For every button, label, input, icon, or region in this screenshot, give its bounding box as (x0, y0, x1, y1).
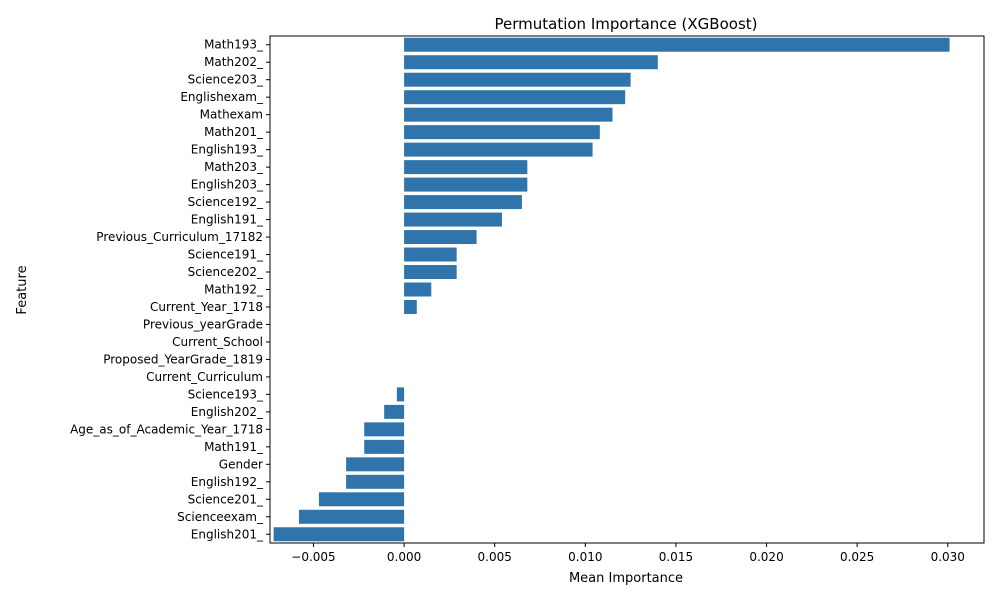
y-tick-label: Math203_ (204, 160, 264, 174)
y-tick-label: English192_ (191, 475, 264, 489)
x-ticks: −0.005 0.000 0.005 0.010 0.015 0.020 0.025 0.03… (291, 543, 965, 564)
y-tick-label: English203_ (191, 178, 264, 192)
x-tick-label: 0.025 (840, 550, 874, 564)
y-tick-label: Science201_ (188, 492, 264, 506)
bar-Previous_Curriculum_17182 (404, 230, 477, 245)
y-tick-label: English193_ (191, 143, 264, 157)
bar-Science191_ (404, 247, 457, 262)
x-tick-label: −0.005 (291, 550, 335, 564)
bars-group (273, 37, 950, 542)
y-tick-label: Current_Year_1718 (150, 300, 263, 314)
y-tick-label: Math201_ (204, 125, 264, 139)
bar-Math201_ (404, 125, 600, 140)
y-tick-label: Science192_ (188, 195, 264, 209)
bar-Age_as_of_Academic_Year_1718 (364, 422, 405, 437)
bar-Scienceexam_ (298, 509, 405, 524)
plot-frame (269, 35, 985, 544)
bar-Science192_ (404, 195, 522, 210)
y-tick-label: Math192_ (204, 283, 264, 297)
x-tick-label: 0.010 (568, 550, 602, 564)
x-axis-label: Mean Importance (569, 571, 683, 586)
y-tick-label: Previous_yearGrade (143, 317, 263, 331)
bar-Science202_ (404, 265, 457, 280)
y-tick-label: Math193_ (204, 38, 264, 52)
bar-Current_Year_1718 (404, 299, 417, 314)
y-tick-label: Science193_ (188, 387, 264, 401)
y-tick-label: Proposed_YearGrade_1819 (103, 352, 263, 366)
y-tick-label: Previous_Curriculum_17182 (96, 230, 263, 244)
y-tick-label: Englishexam_ (180, 90, 264, 104)
y-tick-label: Science203_ (188, 73, 264, 87)
bar-Gender (346, 457, 405, 472)
bar-English203_ (404, 177, 528, 192)
bar-Math192_ (404, 282, 432, 297)
bar-Math193_ (404, 37, 950, 52)
chart-title: Permutation Importance (XGBoost) (494, 15, 757, 33)
bar-English191_ (404, 212, 502, 227)
bar-Mathexam (404, 107, 613, 122)
y-tick-label: English201_ (191, 527, 264, 541)
y-tick-label: Current_Curriculum (146, 370, 263, 384)
y-tick-label: Math202_ (204, 55, 264, 69)
y-tick-label: Gender (219, 457, 263, 471)
bar-Math203_ (404, 160, 528, 175)
bar-Englishexam_ (404, 90, 626, 105)
y-tick-label: English202_ (191, 405, 264, 419)
y-tick-label: Science191_ (188, 248, 264, 262)
bar-Math191_ (364, 439, 405, 454)
y-tick-label: Mathexam (200, 108, 263, 122)
y-axis-label: Feature (15, 265, 30, 314)
x-tick-label: 0.000 (387, 550, 421, 564)
y-tick-label: Math191_ (204, 440, 264, 454)
y-tick-label: Age_as_of_Academic_Year_1718 (70, 422, 263, 436)
x-tick-label: 0.030 (931, 550, 965, 564)
bar-English192_ (346, 474, 405, 489)
y-tick-label: Current_School (172, 335, 263, 349)
bar-Math202_ (404, 55, 658, 70)
y-tick-label: Scienceexam_ (177, 510, 264, 524)
x-tick-label: 0.020 (749, 550, 783, 564)
bar-English201_ (273, 527, 405, 542)
bar-Science201_ (318, 492, 405, 507)
bar-Science193_ (396, 387, 405, 402)
y-tick-labels: Math193_ Math202_ Science203_ Englishexam_ M… (70, 38, 270, 541)
bar-English193_ (404, 142, 593, 157)
bar-English202_ (384, 404, 405, 419)
bar-Science203_ (404, 72, 631, 87)
y-tick-label: Science202_ (188, 265, 264, 279)
x-tick-label: 0.015 (659, 550, 693, 564)
y-tick-label: English191_ (191, 213, 264, 227)
x-tick-label: 0.005 (478, 550, 512, 564)
